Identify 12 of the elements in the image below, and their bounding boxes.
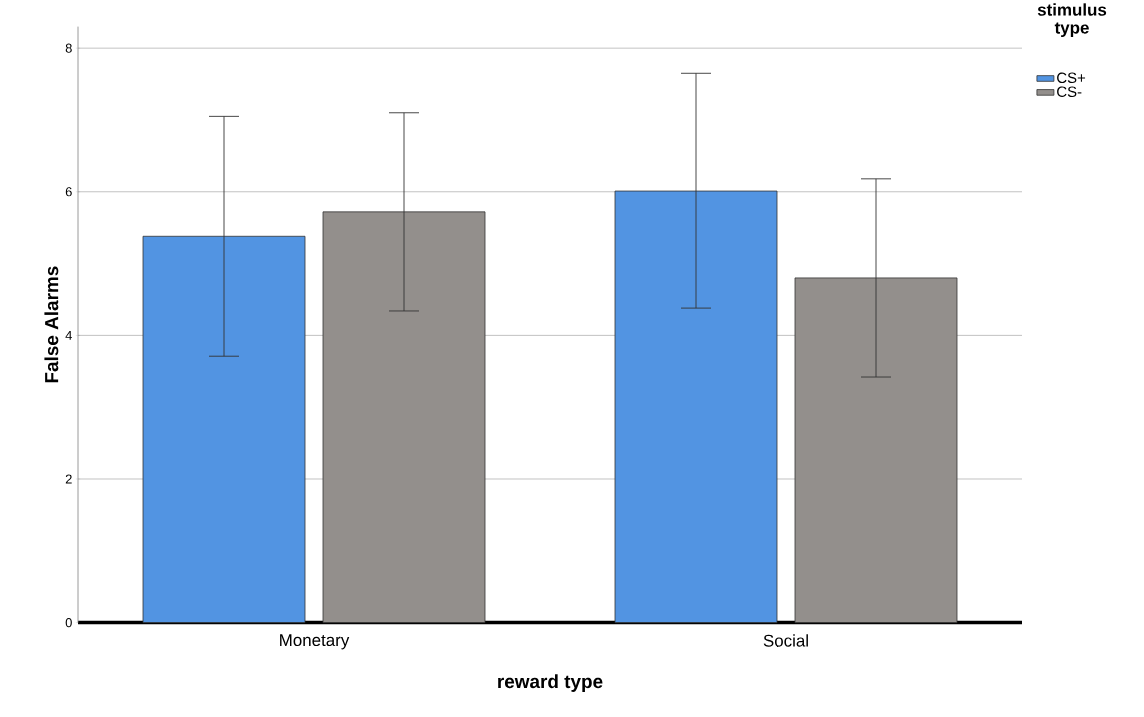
x-axis-title: reward type	[498, 674, 603, 693]
y-axis-title: False Alarms	[44, 266, 59, 383]
y-tick-label: 6	[65, 187, 72, 197]
y-tick-label: 0	[65, 618, 72, 628]
x-tick-label: Monetary	[280, 634, 350, 650]
legend-label: CS-	[1057, 86, 1082, 98]
legend-label: CS+	[1057, 72, 1086, 84]
y-tick-label: 8	[65, 43, 72, 53]
y-tick-label: 2	[65, 474, 72, 484]
y-tick-label: 4	[65, 331, 72, 341]
legend-title: stimulus type	[1037, 3, 1107, 38]
x-tick-label: Social	[763, 634, 808, 647]
